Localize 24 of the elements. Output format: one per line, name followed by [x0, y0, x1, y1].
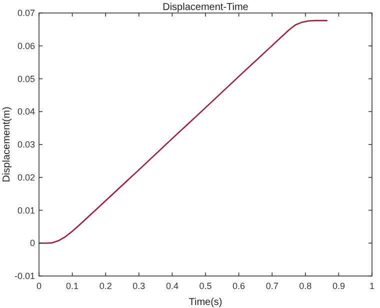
y-tick-label: 0.02 — [17, 172, 35, 182]
x-tick-label: 0.5 — [199, 281, 212, 291]
x-tick-label: 0.3 — [132, 281, 146, 291]
y-tick-label: -0.01 — [14, 271, 35, 281]
x-tick-label: 0.4 — [166, 281, 178, 291]
y-tick-label: 0.06 — [17, 40, 35, 51]
y-tick-label: 0.01 — [17, 205, 35, 216]
x-tick-label: 0 — [36, 281, 42, 291]
x-tick-label: 0.1 — [66, 281, 79, 291]
y-axis-title: Displacement(m) — [2, 106, 13, 182]
x-tick-label: 0.9 — [332, 281, 345, 291]
x-tick-label: 0.7 — [266, 281, 278, 291]
x-tick-label: 1 — [369, 281, 375, 291]
x-tick-label: 0.2 — [99, 281, 112, 291]
y-tick-label: 0.04 — [17, 106, 35, 117]
chart-title: Displacement-Time — [162, 2, 249, 13]
y-tick-label: 0.03 — [17, 140, 35, 150]
y-tick-label: 0.07 — [17, 8, 35, 18]
line-series — [38, 20, 328, 244]
y-tick-label: 0.05 — [17, 74, 35, 84]
x-axis-title: Time(s) — [188, 297, 222, 308]
x-tick-label: 0.6 — [232, 281, 246, 291]
y-tick-label: 0 — [30, 238, 35, 248]
x-tick-label: 0.8 — [299, 281, 312, 291]
